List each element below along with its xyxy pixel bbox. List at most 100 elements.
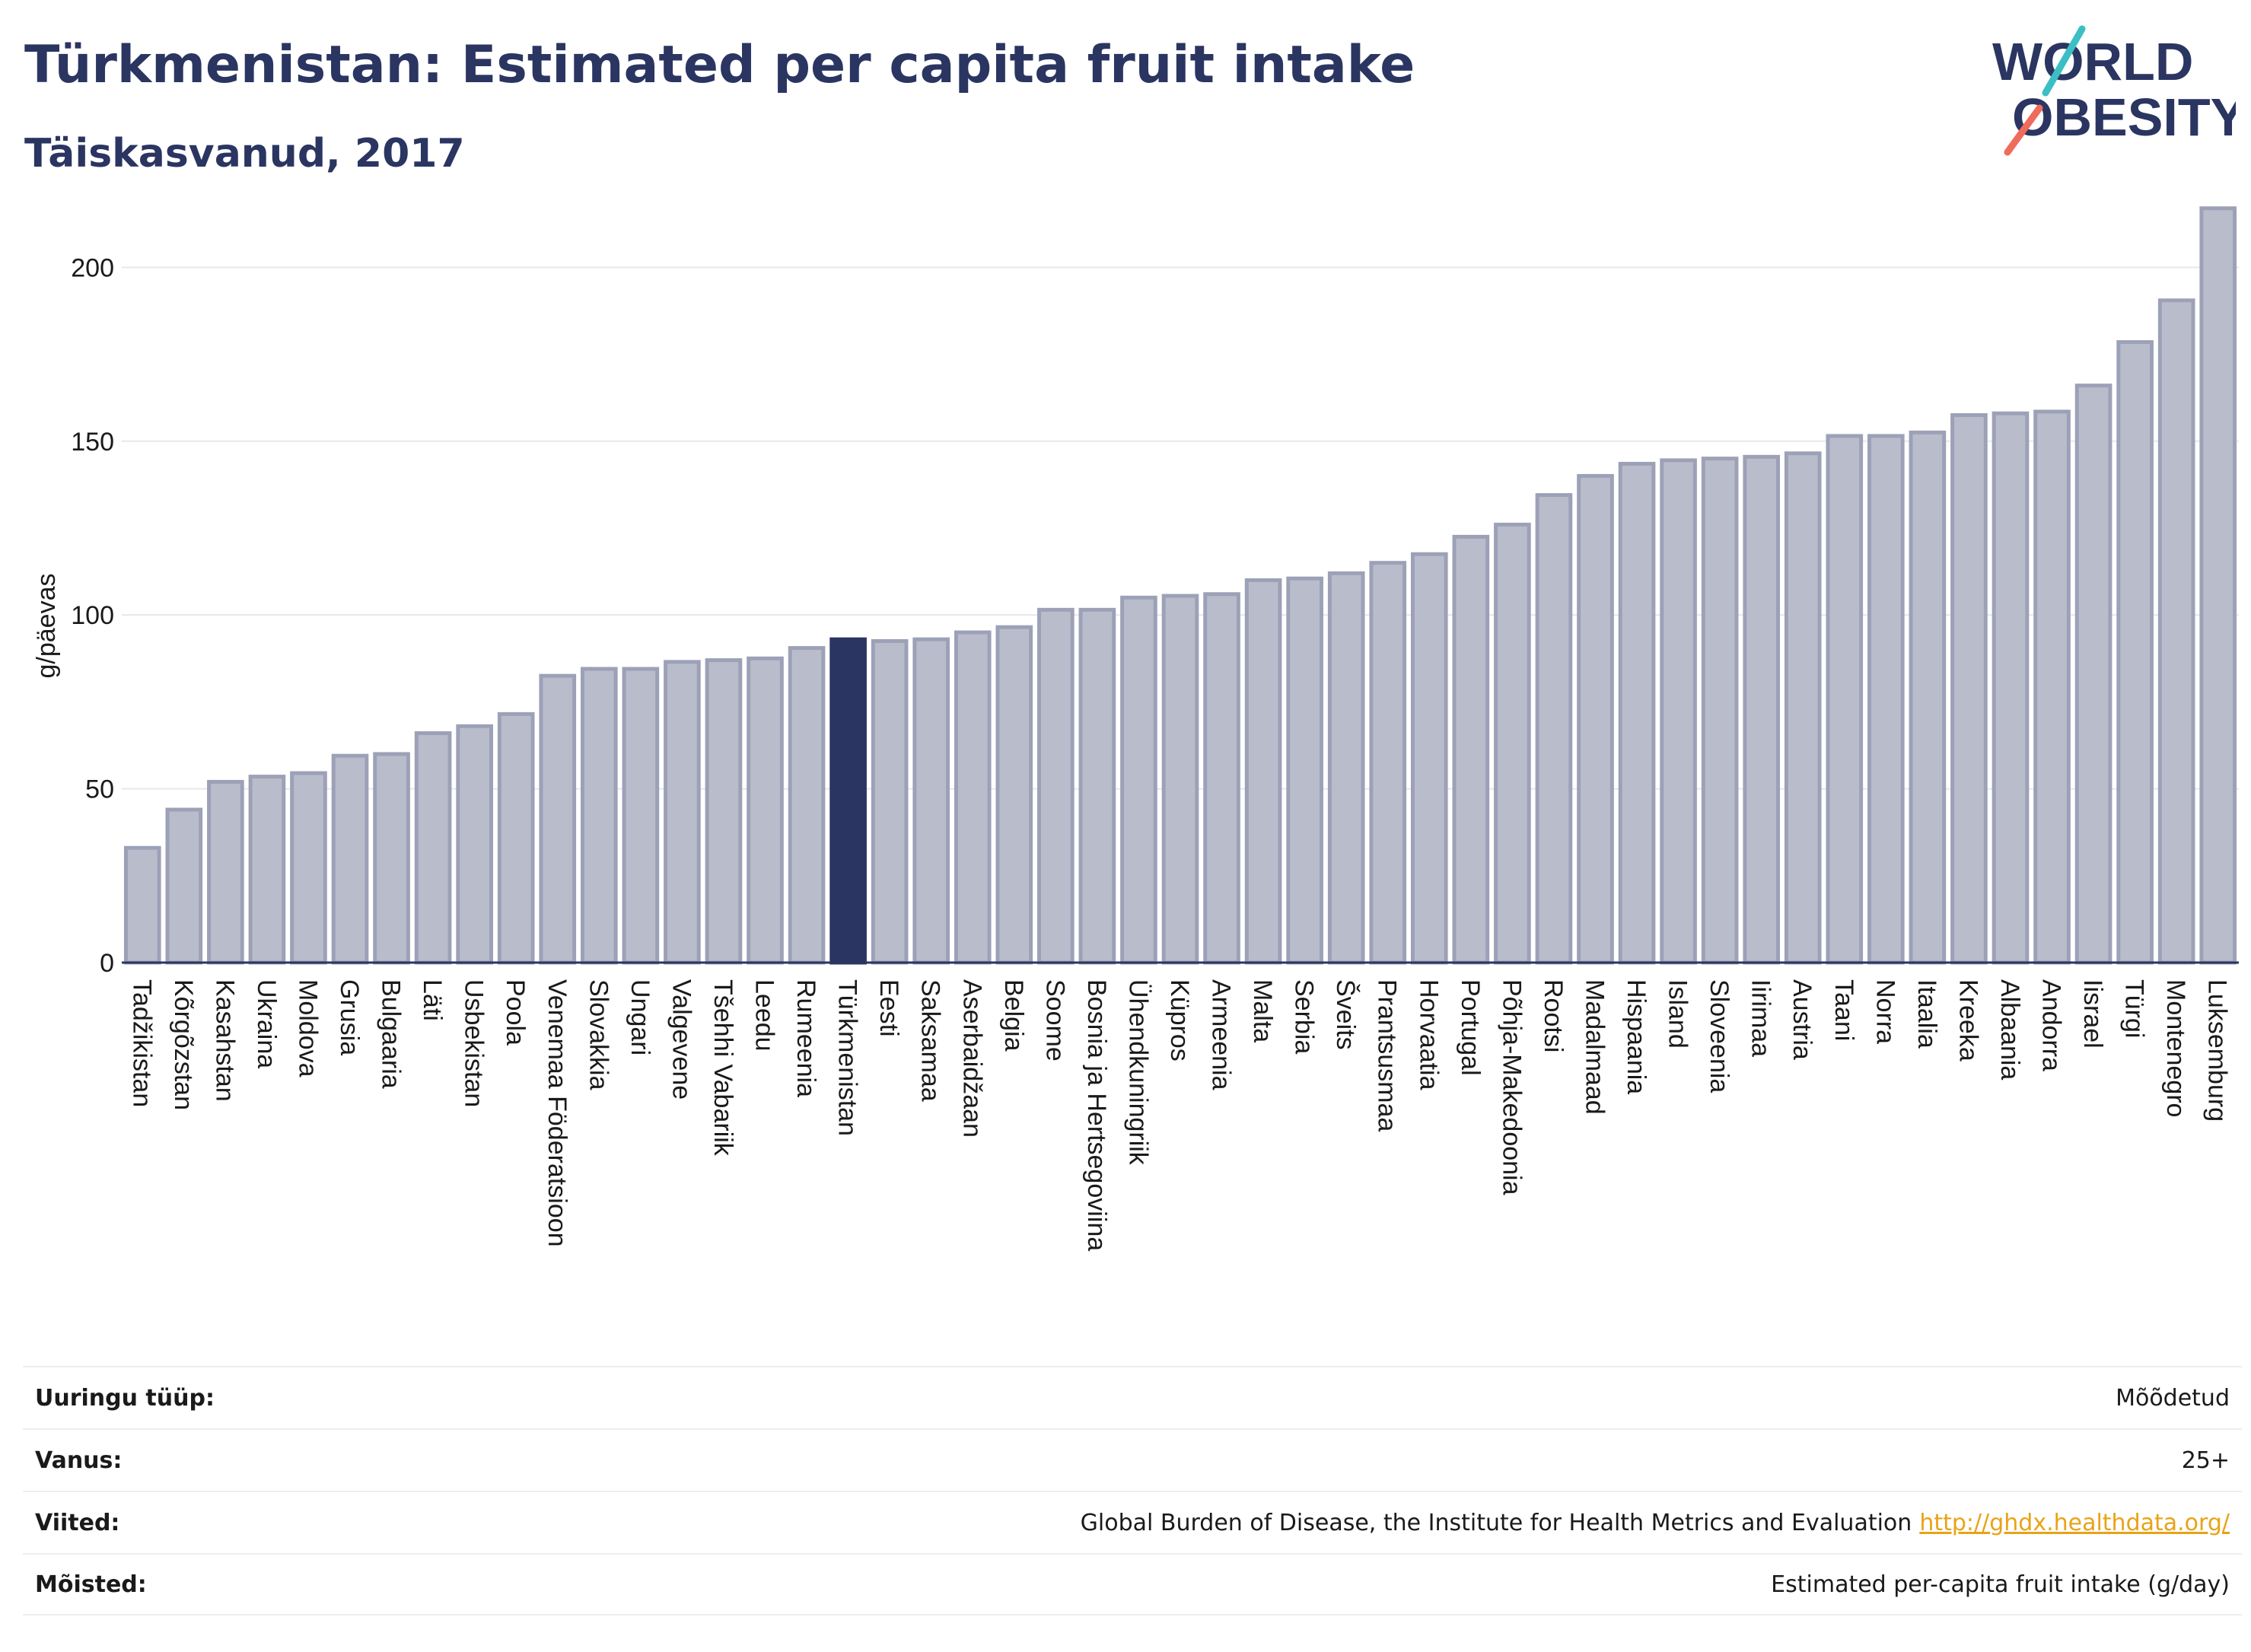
meta-refs-label: Viited: — [35, 1509, 120, 1536]
x-tick-label: Moldova — [293, 979, 322, 1077]
x-tick-label: Tšehhi Vabariik — [708, 979, 737, 1157]
x-tick-label: Austria — [1788, 979, 1816, 1060]
x-tick-label: Läti — [418, 979, 447, 1021]
x-tick-label: Prantsusmaa — [1373, 979, 1402, 1132]
x-tick-label: Tadžikistan — [127, 979, 156, 1107]
x-tick-label: Kõrgõzstan — [169, 979, 198, 1110]
y-tick-label: 150 — [71, 428, 114, 457]
bar — [373, 752, 410, 965]
meta-row-references: Viited: Global Burden of Disease, the In… — [23, 1491, 2242, 1553]
bar — [1743, 454, 1781, 965]
bar — [1286, 576, 1323, 965]
bar — [1161, 594, 1199, 965]
y-tick-label: 0 — [100, 949, 114, 978]
bar — [788, 646, 826, 965]
meta-defs-label: Mõisted: — [35, 1571, 147, 1598]
x-tick-label: Taani — [1829, 979, 1858, 1041]
bar — [331, 753, 369, 965]
bar — [1577, 473, 1614, 965]
bar — [1618, 461, 1656, 965]
y-tick-label: 100 — [71, 601, 114, 630]
x-tick-label: Eesti — [874, 979, 903, 1037]
page-title: Türkmenistan: Estimated per capita fruit… — [24, 35, 1415, 95]
bar — [1410, 552, 1448, 965]
x-tick-label: Luksemburg — [2203, 979, 2232, 1122]
bars — [123, 206, 2237, 965]
meta-age-label: Vanus: — [35, 1447, 123, 1474]
y-tick-labels: 0 50 100 150 200 — [71, 253, 114, 978]
logo-line2: OBESITY — [2012, 88, 2236, 147]
bar — [539, 673, 577, 965]
bar — [747, 656, 784, 965]
x-tick-label: Soome — [1040, 979, 1069, 1062]
meta-row-age: Vanus: 25+ — [23, 1428, 2242, 1491]
x-tick-label: Madalmaad — [1580, 979, 1609, 1115]
bar — [1037, 607, 1075, 965]
x-tick-label: Montenegro — [2161, 979, 2190, 1117]
logo-slash-coral — [2004, 104, 2043, 156]
logo-line1: WORLD — [1992, 32, 2193, 91]
bar — [2199, 206, 2237, 965]
bar — [1369, 561, 1407, 965]
bar — [1203, 592, 1240, 965]
bar — [1078, 607, 1116, 965]
y-tick-label: 50 — [85, 775, 114, 804]
meta-defs-value: Estimated per-capita fruit intake (g/day… — [1771, 1571, 2230, 1598]
bar — [2033, 409, 2071, 965]
x-tick-label: Itaalia — [1912, 979, 1941, 1049]
bar — [1660, 458, 1697, 965]
bar — [829, 637, 867, 965]
x-tick-label: Kreeka — [1953, 979, 1982, 1062]
metadata-table: Uuringu tüüp: Mõõdetud Vanus: 25+ Viited… — [23, 1366, 2242, 1615]
x-tick-label: Kasahstan — [210, 979, 239, 1102]
x-tick-label: Grusia — [335, 979, 364, 1055]
x-tick-label: Sloveenia — [1705, 979, 1734, 1093]
x-tick-label: Leedu — [750, 979, 779, 1052]
x-tick-label: Belgia — [999, 979, 1028, 1052]
meta-refs-link[interactable]: http://ghdx.healthdata.org/ — [1919, 1509, 2230, 1536]
bar-chart: 0 50 100 150 200 Tadžikistan Kõrgõzstan Kasahs… — [32, 206, 2239, 1251]
x-tick-label: Venemaa Föderatsioon — [543, 979, 572, 1247]
x-tick-label: Küpros — [1165, 979, 1194, 1062]
x-tick-label: Türgi — [2120, 979, 2149, 1038]
x-tick-label: Slovakkia — [584, 979, 613, 1090]
bar — [456, 724, 493, 965]
x-tick-label: Põhja-Makedoonia — [1497, 979, 1526, 1195]
bar — [580, 667, 618, 965]
logo-slash-teal — [2042, 25, 2086, 97]
x-tick-label: Hispaania — [1622, 979, 1651, 1094]
bar — [123, 845, 161, 965]
bar — [1784, 451, 1822, 965]
x-tick-label: Norra — [1871, 979, 1899, 1044]
x-tick-label: Portugal — [1456, 979, 1485, 1076]
bar — [1867, 434, 1905, 965]
x-tick-label: Saksamaa — [916, 979, 945, 1102]
meta-survey-label: Uuringu tüüp: — [35, 1384, 215, 1412]
x-tick-label: Albaania — [1995, 979, 2024, 1080]
bar — [1535, 493, 1573, 965]
x-tick-label: Ühendkuningriik — [1123, 979, 1152, 1166]
bar — [1909, 430, 1947, 965]
bar — [248, 775, 286, 965]
bar — [1494, 522, 1531, 965]
bar — [995, 625, 1033, 965]
meta-age-value: 25+ — [2181, 1447, 2230, 1474]
bar — [207, 779, 244, 965]
x-tick-label: Horvaatia — [1414, 979, 1443, 1090]
bar — [2074, 384, 2113, 965]
x-tick-label: Rumeenia — [791, 979, 820, 1097]
bar — [1950, 413, 1988, 965]
x-tick-label: Aserbaidžaan — [957, 979, 986, 1138]
bar — [705, 658, 743, 965]
x-tick-label: Island — [1664, 979, 1692, 1049]
x-tick-label: Serbia — [1290, 979, 1319, 1054]
bar — [165, 807, 203, 965]
bar — [1327, 571, 1365, 965]
bar — [2116, 340, 2154, 965]
x-tick-label: Armeenia — [1207, 979, 1236, 1090]
bar — [664, 660, 701, 965]
x-tick-labels: Tadžikistan Kõrgõzstan Kasahstan Ukraina Mol… — [127, 979, 2231, 1251]
bar — [954, 630, 992, 965]
meta-survey-value: Mõõdetud — [2116, 1384, 2230, 1412]
x-tick-label: Bosnia ja Hertsegoviina — [1082, 979, 1111, 1251]
